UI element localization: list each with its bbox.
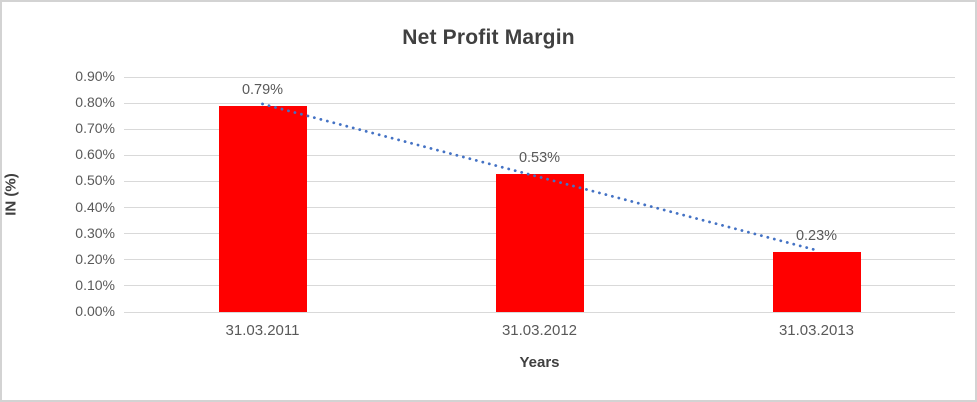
bar xyxy=(218,105,307,312)
y-tick-label: 0.40% xyxy=(75,198,115,215)
x-axis-title: Years xyxy=(519,354,560,371)
y-tick-label: 0.50% xyxy=(75,172,115,189)
bar-value-label: 0.79% xyxy=(241,81,284,98)
gridline xyxy=(124,76,955,78)
bar-value-label: 0.23% xyxy=(795,227,838,244)
y-tick-label: 0.70% xyxy=(75,120,115,137)
plot-area: 0.79% 0.53% 0.23% xyxy=(124,76,955,313)
y-tick-label: 0.30% xyxy=(75,224,115,241)
x-tick-label: 31.03.2012 xyxy=(501,322,578,339)
y-tick-label: 0.80% xyxy=(75,94,115,111)
x-tick-label: 31.03.2011 xyxy=(225,322,300,339)
gridline xyxy=(124,102,955,104)
y-tick-label: 0.20% xyxy=(75,250,115,267)
y-tick-label: 0.00% xyxy=(75,303,115,319)
gridline xyxy=(124,311,955,313)
gridline xyxy=(124,154,955,156)
y-tick-label: 0.90% xyxy=(75,68,115,84)
y-tick-label: 0.60% xyxy=(75,146,115,163)
bar-value-label: 0.53% xyxy=(518,149,561,166)
x-tick-label: 31.03.2013 xyxy=(778,322,855,339)
bar xyxy=(495,173,584,312)
bar xyxy=(772,251,861,312)
trendline xyxy=(261,102,818,252)
y-tick-label: 0.10% xyxy=(75,276,115,293)
chart-title: Net Profit Margin xyxy=(402,26,575,49)
gridline xyxy=(124,128,955,130)
